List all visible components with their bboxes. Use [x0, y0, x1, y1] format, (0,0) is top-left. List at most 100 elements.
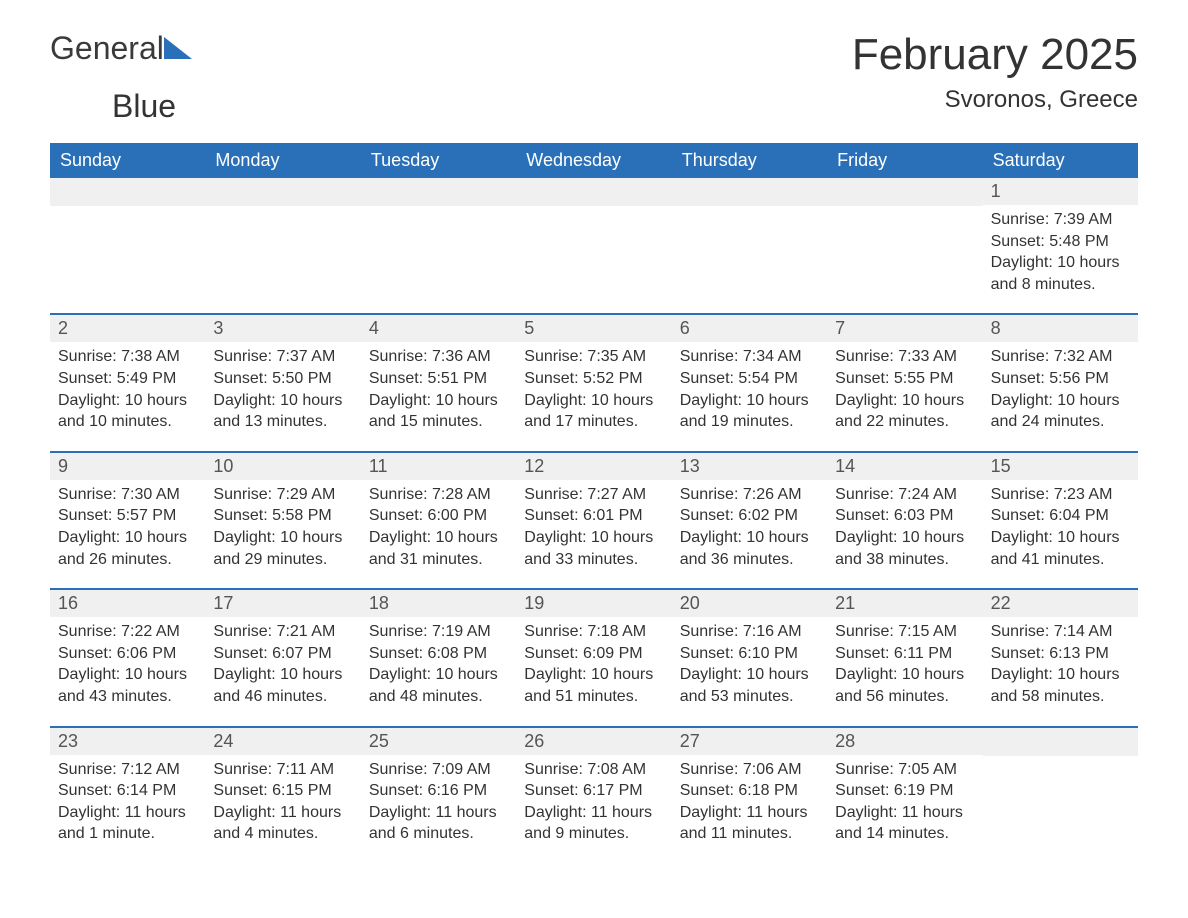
- day-details: Sunrise: 7:28 AMSunset: 6:00 PMDaylight:…: [361, 480, 516, 570]
- sunset-text: Sunset: 5:57 PM: [58, 505, 197, 527]
- calendar-week: 23Sunrise: 7:12 AMSunset: 6:14 PMDayligh…: [50, 726, 1138, 863]
- calendar-week: 9Sunrise: 7:30 AMSunset: 5:57 PMDaylight…: [50, 451, 1138, 588]
- day-details: Sunrise: 7:35 AMSunset: 5:52 PMDaylight:…: [516, 342, 671, 432]
- sunrise-text: Sunrise: 7:18 AM: [524, 621, 663, 643]
- calendar-day: 18Sunrise: 7:19 AMSunset: 6:08 PMDayligh…: [361, 590, 516, 725]
- day-number: 12: [516, 453, 671, 480]
- calendar-day: 2Sunrise: 7:38 AMSunset: 5:49 PMDaylight…: [50, 315, 205, 450]
- sunrise-text: Sunrise: 7:22 AM: [58, 621, 197, 643]
- day-number-empty: [983, 728, 1138, 756]
- sunrise-text: Sunrise: 7:11 AM: [213, 759, 352, 781]
- sunrise-text: Sunrise: 7:34 AM: [680, 346, 819, 368]
- day-details: Sunrise: 7:30 AMSunset: 5:57 PMDaylight:…: [50, 480, 205, 570]
- calendar-day: 20Sunrise: 7:16 AMSunset: 6:10 PMDayligh…: [672, 590, 827, 725]
- logo-triangle-icon: [164, 37, 192, 59]
- day-number-empty: [361, 178, 516, 206]
- sunset-text: Sunset: 6:18 PM: [680, 780, 819, 802]
- daylight-text: Daylight: 11 hours and 11 minutes.: [680, 802, 819, 845]
- day-details: Sunrise: 7:16 AMSunset: 6:10 PMDaylight:…: [672, 617, 827, 707]
- logo: General: [50, 30, 192, 67]
- day-number-empty: [205, 178, 360, 206]
- day-details: Sunrise: 7:09 AMSunset: 6:16 PMDaylight:…: [361, 755, 516, 845]
- day-number: 22: [983, 590, 1138, 617]
- sunrise-text: Sunrise: 7:38 AM: [58, 346, 197, 368]
- day-number-empty: [827, 178, 982, 206]
- sunrise-text: Sunrise: 7:35 AM: [524, 346, 663, 368]
- sunrise-text: Sunrise: 7:19 AM: [369, 621, 508, 643]
- day-details: Sunrise: 7:26 AMSunset: 6:02 PMDaylight:…: [672, 480, 827, 570]
- day-number: 15: [983, 453, 1138, 480]
- day-number: 4: [361, 315, 516, 342]
- sunrise-text: Sunrise: 7:33 AM: [835, 346, 974, 368]
- day-number: 8: [983, 315, 1138, 342]
- sunrise-text: Sunrise: 7:36 AM: [369, 346, 508, 368]
- sunrise-text: Sunrise: 7:27 AM: [524, 484, 663, 506]
- day-details: Sunrise: 7:18 AMSunset: 6:09 PMDaylight:…: [516, 617, 671, 707]
- day-number-empty: [516, 178, 671, 206]
- day-number: 18: [361, 590, 516, 617]
- calendar-day: 28Sunrise: 7:05 AMSunset: 6:19 PMDayligh…: [827, 728, 982, 863]
- daylight-text: Daylight: 10 hours and 10 minutes.: [58, 390, 197, 433]
- daylight-text: Daylight: 10 hours and 24 minutes.: [991, 390, 1130, 433]
- calendar-day-empty: [50, 178, 205, 313]
- sunset-text: Sunset: 5:56 PM: [991, 368, 1130, 390]
- calendar-day-empty: [983, 728, 1138, 863]
- daylight-text: Daylight: 10 hours and 53 minutes.: [680, 664, 819, 707]
- day-number: 20: [672, 590, 827, 617]
- calendar-week: 16Sunrise: 7:22 AMSunset: 6:06 PMDayligh…: [50, 588, 1138, 725]
- day-details: Sunrise: 7:32 AMSunset: 5:56 PMDaylight:…: [983, 342, 1138, 432]
- sunset-text: Sunset: 5:49 PM: [58, 368, 197, 390]
- day-details: Sunrise: 7:06 AMSunset: 6:18 PMDaylight:…: [672, 755, 827, 845]
- calendar-day: 19Sunrise: 7:18 AMSunset: 6:09 PMDayligh…: [516, 590, 671, 725]
- daylight-text: Daylight: 10 hours and 36 minutes.: [680, 527, 819, 570]
- daylight-text: Daylight: 10 hours and 56 minutes.: [835, 664, 974, 707]
- calendar-day: 14Sunrise: 7:24 AMSunset: 6:03 PMDayligh…: [827, 453, 982, 588]
- calendar-day: 16Sunrise: 7:22 AMSunset: 6:06 PMDayligh…: [50, 590, 205, 725]
- daylight-text: Daylight: 10 hours and 38 minutes.: [835, 527, 974, 570]
- day-details: Sunrise: 7:34 AMSunset: 5:54 PMDaylight:…: [672, 342, 827, 432]
- day-number: 11: [361, 453, 516, 480]
- sunset-text: Sunset: 6:10 PM: [680, 643, 819, 665]
- daylight-text: Daylight: 10 hours and 8 minutes.: [991, 252, 1130, 295]
- daylight-text: Daylight: 11 hours and 14 minutes.: [835, 802, 974, 845]
- weekday-header: Tuesday: [361, 143, 516, 178]
- sunset-text: Sunset: 5:51 PM: [369, 368, 508, 390]
- weekday-header-row: SundayMondayTuesdayWednesdayThursdayFrid…: [50, 143, 1138, 178]
- page-title: February 2025: [852, 30, 1138, 80]
- daylight-text: Daylight: 10 hours and 46 minutes.: [213, 664, 352, 707]
- day-number: 19: [516, 590, 671, 617]
- sunrise-text: Sunrise: 7:21 AM: [213, 621, 352, 643]
- weekday-header: Sunday: [50, 143, 205, 178]
- daylight-text: Daylight: 10 hours and 19 minutes.: [680, 390, 819, 433]
- weekday-header: Saturday: [983, 143, 1138, 178]
- day-number: 9: [50, 453, 205, 480]
- day-details: Sunrise: 7:05 AMSunset: 6:19 PMDaylight:…: [827, 755, 982, 845]
- sunset-text: Sunset: 6:01 PM: [524, 505, 663, 527]
- day-number: 10: [205, 453, 360, 480]
- calendar-day: 26Sunrise: 7:08 AMSunset: 6:17 PMDayligh…: [516, 728, 671, 863]
- calendar-day: 8Sunrise: 7:32 AMSunset: 5:56 PMDaylight…: [983, 315, 1138, 450]
- day-details: Sunrise: 7:12 AMSunset: 6:14 PMDaylight:…: [50, 755, 205, 845]
- daylight-text: Daylight: 10 hours and 22 minutes.: [835, 390, 974, 433]
- day-details: Sunrise: 7:11 AMSunset: 6:15 PMDaylight:…: [205, 755, 360, 845]
- calendar-day: 22Sunrise: 7:14 AMSunset: 6:13 PMDayligh…: [983, 590, 1138, 725]
- day-number: 14: [827, 453, 982, 480]
- calendar-day: 9Sunrise: 7:30 AMSunset: 5:57 PMDaylight…: [50, 453, 205, 588]
- sunrise-text: Sunrise: 7:05 AM: [835, 759, 974, 781]
- daylight-text: Daylight: 11 hours and 6 minutes.: [369, 802, 508, 845]
- day-details: Sunrise: 7:19 AMSunset: 6:08 PMDaylight:…: [361, 617, 516, 707]
- calendar-day-empty: [205, 178, 360, 313]
- calendar-day: 27Sunrise: 7:06 AMSunset: 6:18 PMDayligh…: [672, 728, 827, 863]
- calendar-day: 11Sunrise: 7:28 AMSunset: 6:00 PMDayligh…: [361, 453, 516, 588]
- logo-text-2: Blue: [112, 88, 176, 124]
- calendar-day: 7Sunrise: 7:33 AMSunset: 5:55 PMDaylight…: [827, 315, 982, 450]
- sunset-text: Sunset: 6:08 PM: [369, 643, 508, 665]
- title-block: February 2025 Svoronos, Greece: [852, 30, 1138, 114]
- calendar-day: 3Sunrise: 7:37 AMSunset: 5:50 PMDaylight…: [205, 315, 360, 450]
- day-number: 24: [205, 728, 360, 755]
- day-details: Sunrise: 7:08 AMSunset: 6:17 PMDaylight:…: [516, 755, 671, 845]
- day-details: Sunrise: 7:36 AMSunset: 5:51 PMDaylight:…: [361, 342, 516, 432]
- sunset-text: Sunset: 6:06 PM: [58, 643, 197, 665]
- daylight-text: Daylight: 10 hours and 41 minutes.: [991, 527, 1130, 570]
- day-details: Sunrise: 7:27 AMSunset: 6:01 PMDaylight:…: [516, 480, 671, 570]
